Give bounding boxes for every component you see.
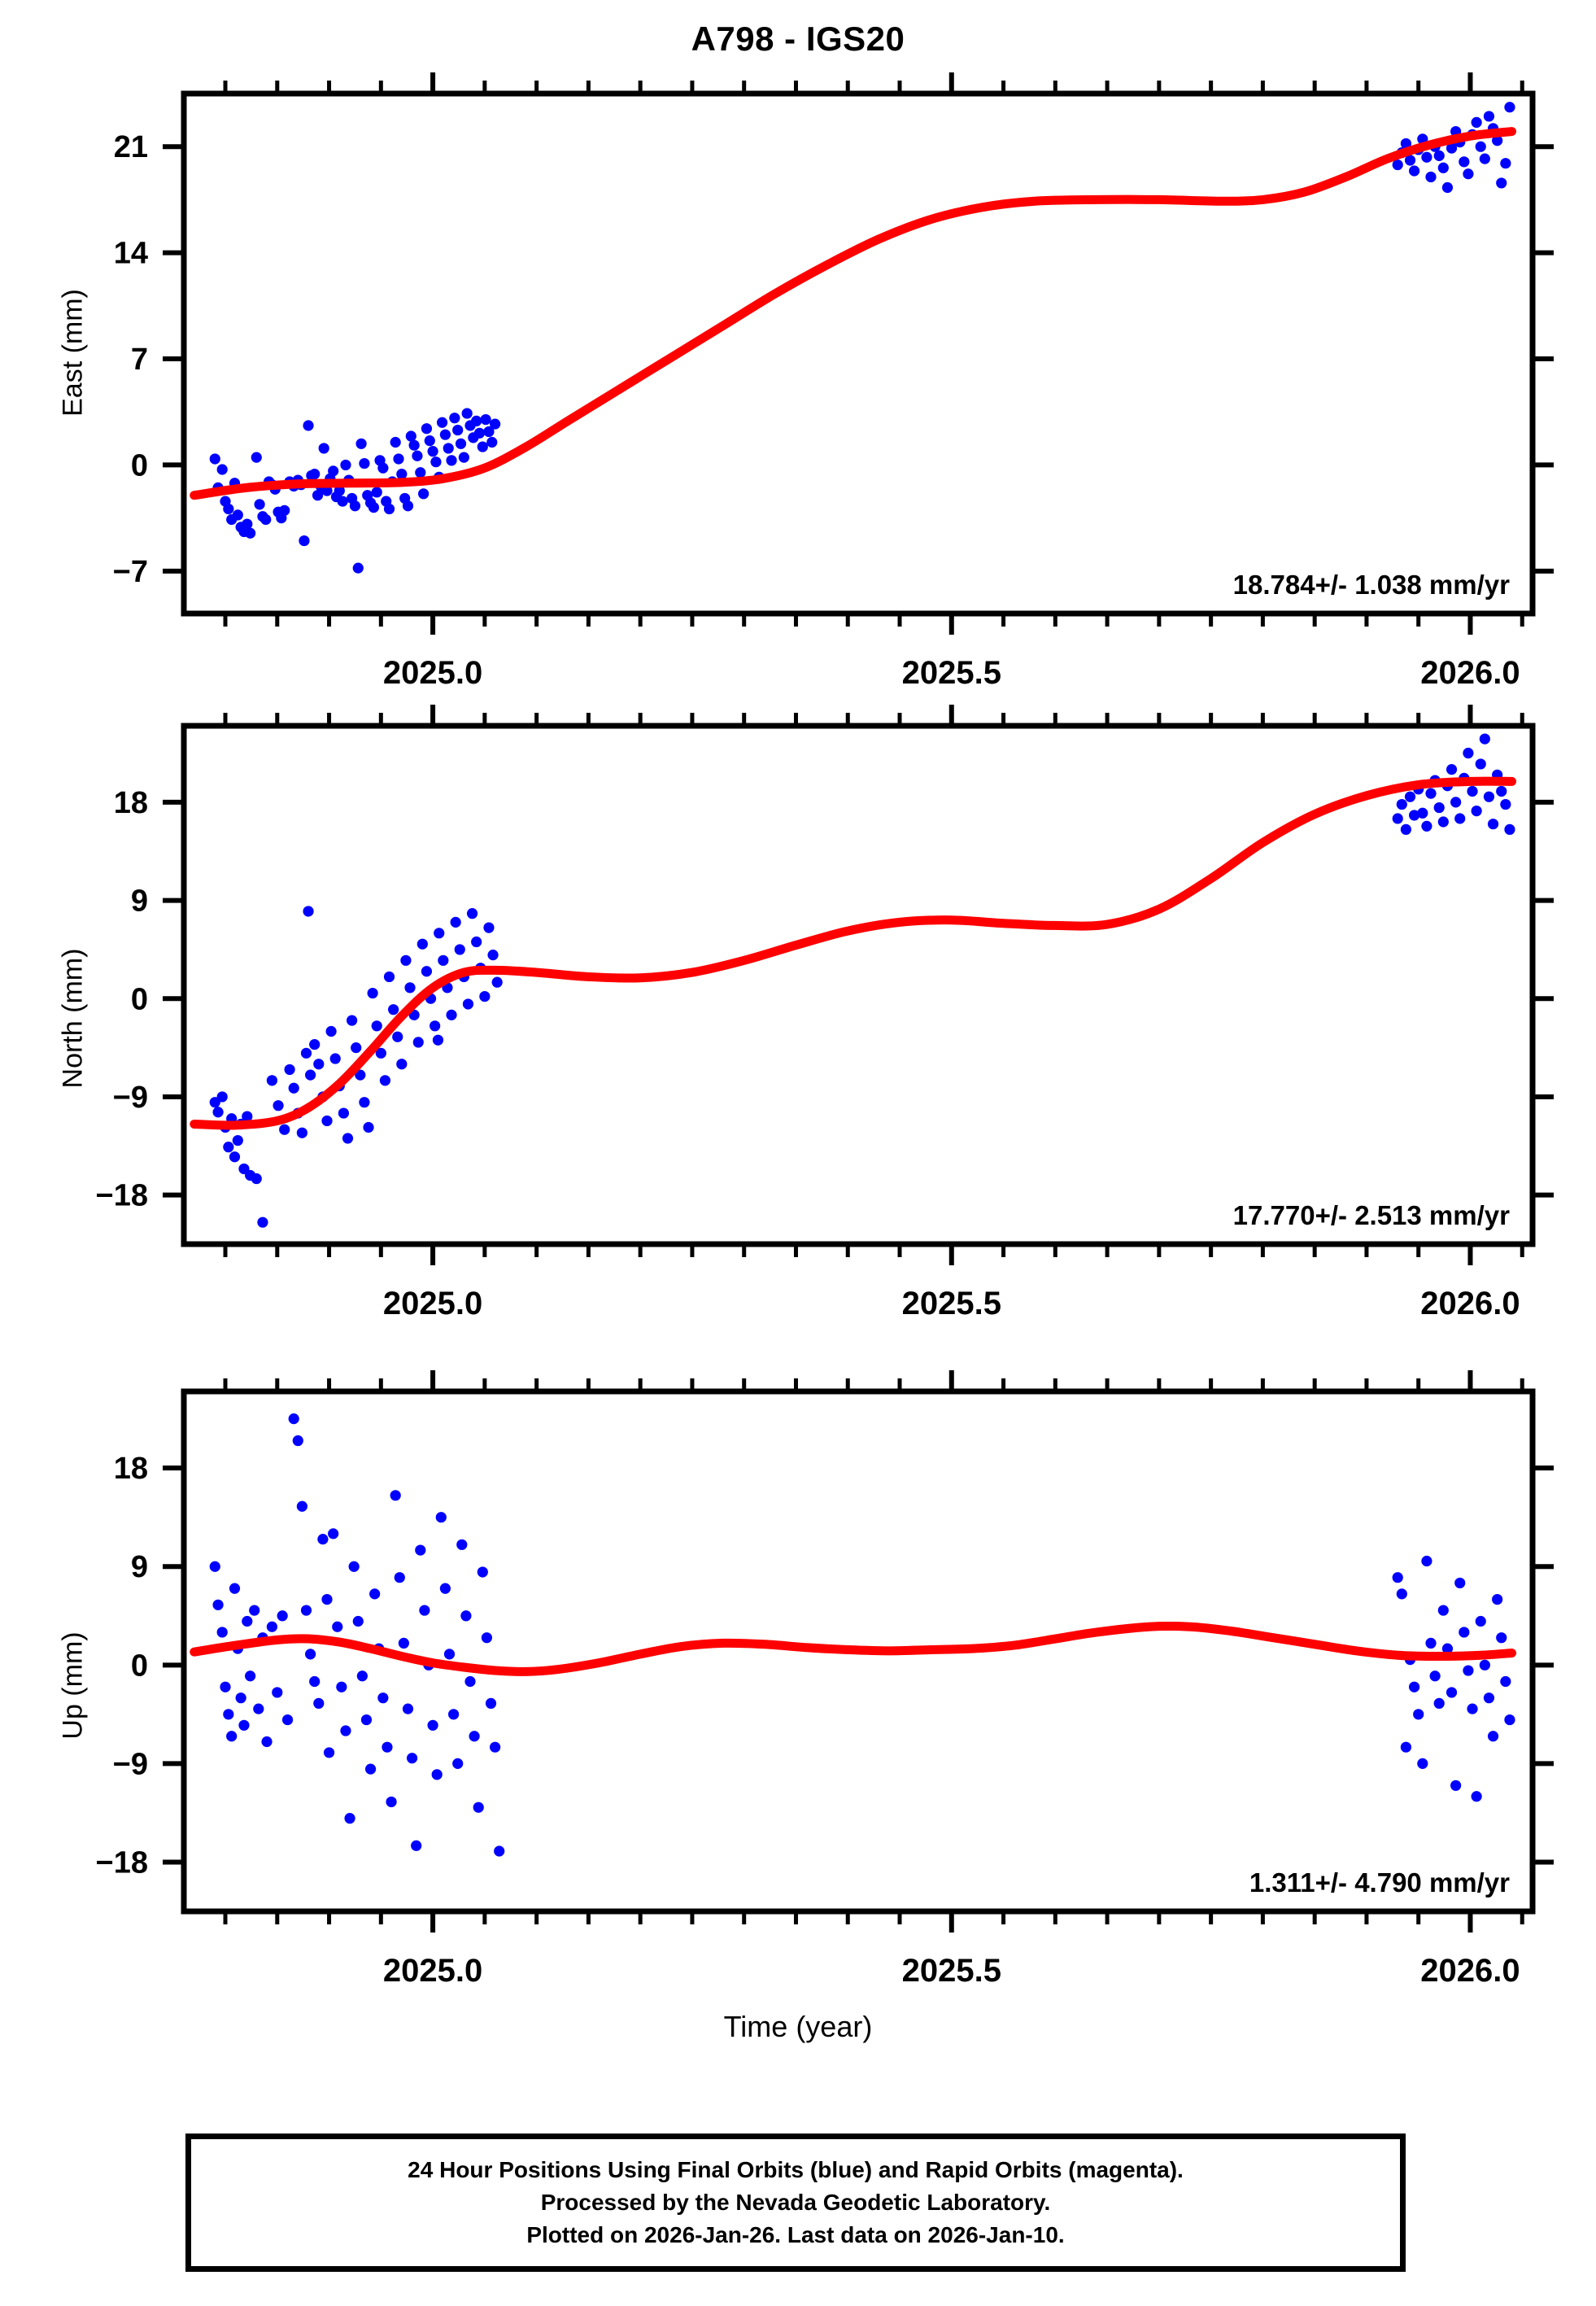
fit-curve: [190, 776, 1516, 1130]
x-tick-label: 2025.5: [902, 655, 1001, 691]
y-tick-label: 21: [114, 130, 148, 164]
north-plot-area: −18 −9 0 9 18 2025.0 2025.5 2026.0 17.770+/- 2.5…: [96, 705, 1554, 1321]
x-tick-label: 2025.5: [902, 1286, 1001, 1321]
y-tick-label: 0: [131, 1649, 148, 1683]
data-points: [209, 102, 1515, 574]
y-tick-label: −9: [113, 1747, 148, 1781]
plot-frame: [181, 90, 1536, 617]
rate-annotation: 17.770+/- 2.513 mm/yr: [1233, 1200, 1510, 1230]
x-axis-label: Time (year): [723, 2010, 873, 2043]
rate-annotation: 1.311+/- 4.790 mm/yr: [1249, 1867, 1510, 1898]
y-tick-label: 7: [131, 343, 148, 377]
x-tick-label: 2026.0: [1420, 1953, 1520, 1989]
x-tick-label: 2025.5: [902, 1953, 1001, 1989]
panel-up: −18 −9 0 9 18 2025.0 2025.5 2026.0 1.311+/- 4.79…: [0, 1344, 1596, 2077]
footer-line-dates: Plotted on 2026-Jan-26. Last data on 202…: [526, 2221, 1065, 2247]
footer-note-box: 24 Hour Positions Using Final Orbits (bl…: [185, 2133, 1406, 2272]
y-tick-label: −18: [96, 1179, 148, 1213]
data-points: [209, 1413, 1515, 1857]
x-tick-label: 2025.0: [383, 1953, 482, 1989]
x-tick-label: 2025.0: [383, 655, 482, 691]
x-tick-label: 2026.0: [1420, 655, 1520, 691]
y-tick-label: 18: [114, 1452, 148, 1486]
rate-annotation: 18.784+/- 1.038 mm/yr: [1233, 570, 1510, 600]
y-tick-label: 9: [131, 1550, 148, 1584]
data-points: [209, 733, 1515, 1228]
east-plot-area: −7 0 7 14 21 2025.0 2025.5 2026.0 18.784+/- 1.03…: [113, 72, 1554, 691]
y-tick-label: 14: [114, 237, 148, 271]
footer-line-orbits: 24 Hour Positions Using Final Orbits (bl…: [408, 2157, 1184, 2183]
up-axis-label: Up (mm): [57, 1631, 89, 1740]
y-tick-label: 0: [131, 448, 148, 483]
y-tick-label: 9: [131, 884, 148, 919]
north-axis-label: North (mm): [57, 948, 89, 1089]
up-plot-area: −18 −9 0 9 18 2025.0 2025.5 2026.0 1.311+/- 4.79…: [96, 1370, 1554, 1989]
x-tick-label: 2026.0: [1420, 1286, 1520, 1321]
footer-line-processor: Processed by the Nevada Geodetic Laborat…: [540, 2190, 1051, 2216]
page-title: A798 - IGS20: [691, 20, 905, 58]
fit-curve: [190, 127, 1516, 500]
east-axis-label: East (mm): [57, 289, 89, 417]
x-tick-label: 2025.0: [383, 1286, 482, 1321]
y-tick-label: −18: [96, 1845, 148, 1880]
y-tick-label: 0: [131, 982, 148, 1016]
y-tick-label: 18: [114, 786, 148, 820]
panel-east: −7 0 7 14 21 2025.0 2025.5 2026.0 18.784+/- 1.03…: [0, 0, 1596, 700]
y-tick-label: −7: [113, 555, 148, 589]
y-tick-label: −9: [113, 1081, 148, 1115]
fit-curve: [190, 1621, 1516, 1676]
panel-north: −18 −9 0 9 18 2025.0 2025.5 2026.0 17.770+/- 2.5…: [0, 677, 1596, 1377]
